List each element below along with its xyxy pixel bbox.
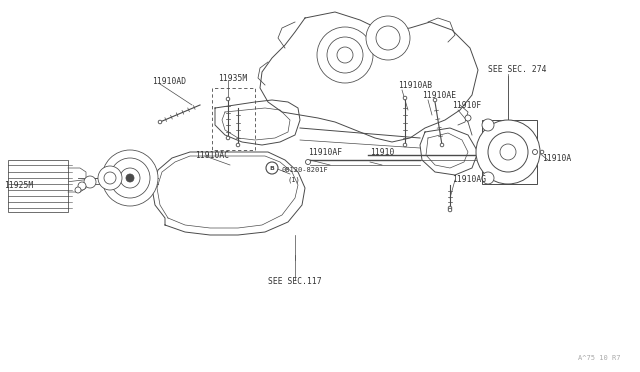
Circle shape (226, 136, 230, 140)
Circle shape (236, 143, 240, 147)
Text: 11910AF: 11910AF (308, 148, 342, 157)
Text: 11925M: 11925M (4, 180, 33, 189)
Bar (482, 120, 537, 184)
Circle shape (120, 168, 140, 188)
Circle shape (84, 176, 96, 188)
Circle shape (465, 115, 471, 121)
Text: A^75 10 R7: A^75 10 R7 (577, 355, 620, 361)
Circle shape (75, 187, 81, 193)
Circle shape (305, 160, 310, 164)
Circle shape (98, 166, 122, 190)
Circle shape (366, 16, 410, 60)
Circle shape (110, 158, 150, 198)
Circle shape (102, 150, 158, 206)
Circle shape (337, 47, 353, 63)
Circle shape (433, 98, 436, 102)
Circle shape (327, 37, 363, 73)
Text: 11910AC: 11910AC (195, 151, 229, 160)
Text: B: B (269, 166, 275, 170)
Text: SEE SEC. 274: SEE SEC. 274 (488, 65, 547, 74)
Text: SEE SEC.117: SEE SEC.117 (268, 278, 322, 286)
Text: 11910AB: 11910AB (398, 81, 432, 90)
Circle shape (482, 172, 494, 184)
Text: 11910F: 11910F (452, 102, 481, 110)
Text: 11910AD: 11910AD (152, 77, 186, 87)
Text: 11935M: 11935M (218, 74, 247, 83)
Circle shape (532, 150, 538, 154)
Circle shape (403, 143, 407, 147)
Text: 08120-8201F: 08120-8201F (282, 167, 329, 173)
Circle shape (226, 97, 230, 101)
Circle shape (488, 132, 528, 172)
Circle shape (78, 182, 86, 190)
Circle shape (482, 119, 494, 131)
Text: 11910A: 11910A (542, 154, 572, 163)
Circle shape (448, 208, 452, 212)
Circle shape (476, 120, 540, 184)
Circle shape (104, 172, 116, 184)
Circle shape (266, 162, 278, 174)
Circle shape (448, 206, 452, 210)
Circle shape (500, 144, 516, 160)
Circle shape (540, 150, 544, 154)
Text: 11910AE: 11910AE (422, 92, 456, 100)
Circle shape (317, 27, 373, 83)
Text: 11910: 11910 (370, 148, 394, 157)
Circle shape (440, 143, 444, 147)
Circle shape (158, 120, 162, 124)
Circle shape (403, 96, 407, 100)
Circle shape (376, 26, 400, 50)
Text: 11910AG: 11910AG (452, 176, 486, 185)
Text: (1): (1) (288, 177, 301, 183)
Circle shape (126, 174, 134, 182)
Bar (8, 160, 68, 212)
